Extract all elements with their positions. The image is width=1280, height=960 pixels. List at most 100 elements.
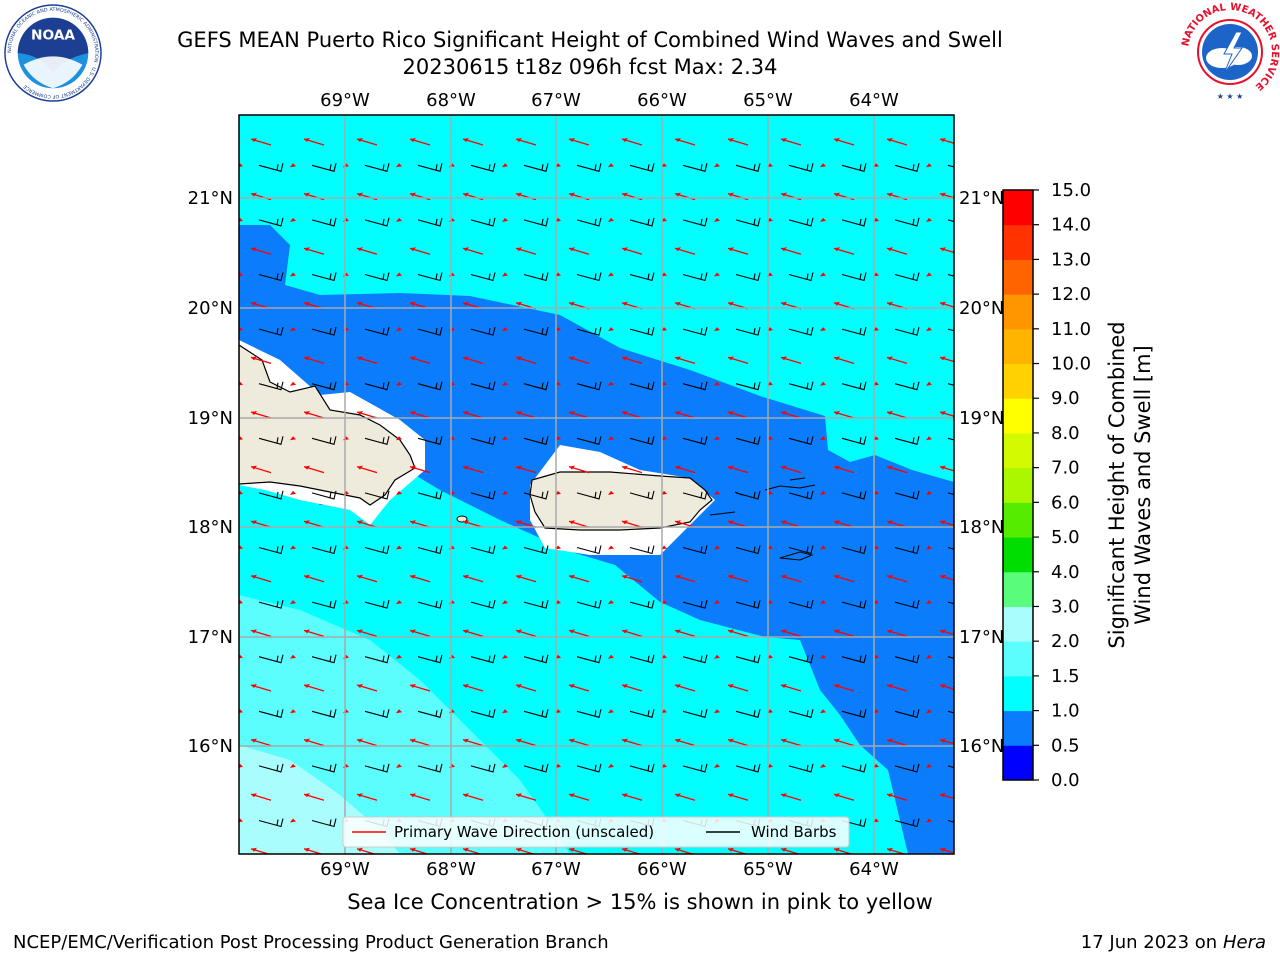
wind-barb [258,381,284,391]
wave-direction-arrowhead-small [714,600,720,605]
wave-direction-arrowhead [304,684,310,688]
wave-direction-arrowhead [357,356,363,361]
hispaniola-shore [239,344,416,506]
wind-barb [523,381,549,391]
wave-direction-arrowhead [675,192,681,197]
wave-direction-arrowhead [357,520,363,525]
wave-direction-arrowhead [940,574,946,579]
wind-barb [629,545,655,555]
wind-barb [894,217,920,227]
wind-barb [417,163,443,172]
wave-direction-arrowhead [516,356,522,361]
wind-barb [576,436,602,445]
wave-direction-arrowhead-small [714,272,720,277]
wave-direction-arrowhead [887,192,893,197]
wind-barb [576,381,602,391]
wave-direction-arrowhead [940,465,946,470]
wave-direction-arrowhead [781,847,787,852]
colorbar-tick-label: 2.0 [1051,631,1080,652]
wave-direction-arrowhead-small [396,709,402,714]
wind-barb [735,709,761,718]
wave-direction-arrowhead [516,192,522,197]
wave-direction-arrowhead [410,793,416,798]
wave-direction-arrowhead [887,247,893,252]
wave-direction-arrowhead [728,411,734,415]
wind-barb [364,381,390,391]
wave-direction-arrowhead [410,574,416,579]
wave-direction-arrowhead [887,684,893,688]
wave-direction-arrowhead-small [926,327,932,332]
wind-barb [894,436,920,445]
svg-text:★ ★ ★: ★ ★ ★ [1217,92,1244,101]
wave-direction-arrowhead [781,356,787,361]
wave-direction-arrowhead-small [396,654,402,659]
wind-barb [629,272,655,282]
wave-direction-arrowhead [834,247,840,252]
wind-barb [523,545,549,555]
wave-direction-arrowhead [834,301,840,306]
wind-barb [417,545,443,555]
wave-direction-arrowhead [251,301,257,306]
wind-barb [788,381,814,391]
wave-direction-arrowhead-small [502,763,508,768]
wind-barb [788,763,814,773]
colorbar-tick-label: 1.0 [1051,701,1080,722]
wave-direction-arrowhead-small [502,545,508,550]
wave-direction-arrowhead [834,847,840,852]
wave-direction-arrowhead-small [396,381,402,386]
wave-direction-arrowhead-small [608,490,614,495]
wind-barb [311,545,337,555]
wave-direction-arrowhead-small [714,709,720,714]
wind-barb [682,381,708,391]
wave-direction-arrowhead-small [396,600,402,605]
wave-direction-arrowhead-small [820,217,826,222]
colorbar-tick-label: 0.0 [1051,770,1080,791]
wave-direction-arrowhead-small [290,436,296,441]
wave-direction-arrowhead [781,738,787,743]
wave-direction-arrowhead-small [608,545,614,550]
wave-direction-arrowhead-small [290,217,296,222]
wave-direction-arrowhead [463,574,469,579]
wind-barb [470,326,496,336]
wave-direction-arrowhead [569,629,575,634]
wind-barb [258,763,284,773]
wave-direction-arrowhead [516,738,522,743]
wave-direction-arrowhead-small [926,272,932,277]
wave-direction-arrowhead [410,847,416,852]
wave-direction-arrowhead [675,356,681,361]
wind-barb [629,490,655,500]
wave-direction-arrowhead [304,192,310,197]
wave-direction-arrowhead [675,629,681,634]
noaa-logo: NATIONAL OCEANIC AND ATMOSPHERIC ADMINIS… [4,4,102,102]
wave-direction-arrowhead [834,192,840,197]
wave-direction-arrowhead-small [396,327,402,332]
wind-barb [523,217,549,227]
wave-direction-arrowhead [569,356,575,361]
wind-barb [364,163,390,172]
wave-direction-arrowhead [940,301,946,306]
wind-barb [576,545,602,555]
wave-direction-arrowhead [622,192,628,197]
wave-direction-arrowhead [781,793,787,798]
wave-direction-arrowhead [463,356,469,361]
wave-direction-arrowhead [675,520,681,525]
longitude-labels-bottom: 69°W 68°W 67°W 66°W 65°W 64°W [320,859,899,880]
wave-direction-arrowhead [463,411,469,415]
wind-barb [364,599,390,609]
wind-barb [523,436,549,445]
wave-direction-arrowhead-small [502,654,508,659]
wind-barb [894,490,920,500]
wave-direction-arrowhead-small [926,217,932,222]
wind-barb [311,272,337,282]
wave-direction-arrowhead [251,684,257,688]
wind-barb [470,654,496,664]
colorbar-tick-label: 7.0 [1051,458,1080,479]
wind-barb [841,599,867,609]
lat-tick-label-left: 21°N [188,188,233,209]
wind-barb [841,763,867,773]
colorbar-tick-label: 6.0 [1051,492,1080,513]
wave-direction-arrowhead-small [290,327,296,332]
lat-tick-label-left: 19°N [188,408,233,429]
wave-direction-arrowhead [887,629,893,634]
wave-direction-arrowhead [357,411,363,415]
